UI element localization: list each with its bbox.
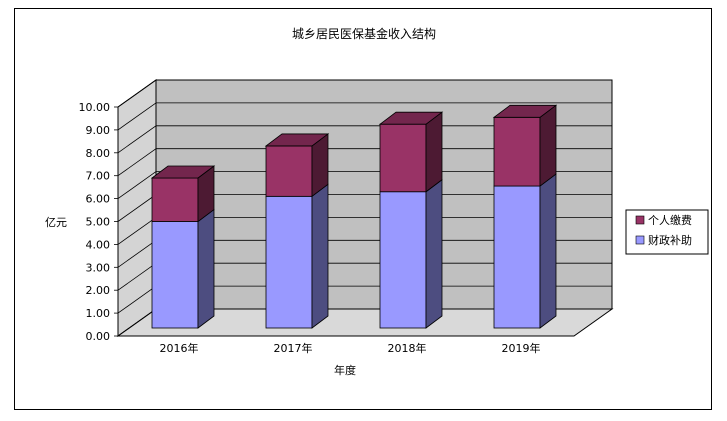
- y-tick-label: 0.00: [86, 330, 111, 343]
- bar-front: [493, 185, 541, 329]
- bar-front: [151, 221, 199, 329]
- bar-front: [151, 177, 199, 222]
- gridline-side: [117, 79, 157, 108]
- y-axis-label: 亿元: [45, 216, 67, 229]
- gridline-side: [117, 125, 157, 154]
- bar-front: [265, 195, 313, 329]
- x-axis-label: 年度: [334, 363, 356, 377]
- bar-side: [197, 208, 215, 329]
- gridline-side: [117, 102, 157, 131]
- bar-front: [379, 123, 427, 193]
- chart-title: 城乡居民医保基金收入结构: [292, 26, 436, 41]
- x-axis-ticks: 2016年 2017年 2018年 2019年: [160, 341, 541, 355]
- bar-side: [539, 173, 557, 329]
- bar-segment: [378, 111, 444, 193]
- bar-segment: [379, 178, 443, 329]
- y-tick-label: 1.00: [86, 307, 111, 320]
- bar-segment: [264, 133, 330, 198]
- bar-segment: [151, 208, 215, 329]
- bar-top: [492, 104, 558, 118]
- gridline-side: [117, 239, 157, 268]
- gridline-side: [117, 194, 157, 222]
- legend-label-personal: 个人缴费: [648, 213, 692, 227]
- gridline-side: [117, 171, 157, 199]
- gridline-side: [117, 148, 157, 177]
- legend: 个人缴费 财政补助: [625, 209, 709, 255]
- y-tick-label: 7.00: [86, 170, 111, 183]
- legend-swatch-subsidy: [635, 235, 645, 245]
- gridline-side: [117, 262, 157, 291]
- bar-segment: [492, 104, 558, 187]
- bar-top: [150, 165, 216, 179]
- bar-front: [379, 191, 427, 329]
- gridline-side: [117, 285, 157, 314]
- gridline-side: [117, 217, 157, 245]
- x-tick-label: 2018年: [388, 341, 427, 355]
- bar-segment: [493, 173, 557, 329]
- y-tick-label: 10.00: [79, 101, 111, 114]
- legend-label-subsidy: 财政补助: [648, 233, 692, 247]
- bar-segment: [150, 165, 216, 223]
- y-tick-label: 4.00: [86, 238, 111, 251]
- bar-top: [378, 111, 444, 125]
- legend-swatch-personal: [635, 215, 645, 225]
- bar-segment: [265, 183, 329, 329]
- bar-side: [425, 111, 443, 193]
- y-tick-label: 6.00: [86, 193, 111, 206]
- bar-front: [493, 116, 541, 187]
- bar-front: [265, 145, 313, 197]
- bar-side: [539, 104, 557, 187]
- y-tick-label: 5.00: [86, 216, 111, 229]
- bar-top: [264, 133, 330, 147]
- bar-side: [425, 178, 443, 329]
- y-tick-label: 8.00: [86, 147, 111, 160]
- y-tick-label: 2.00: [86, 284, 111, 297]
- gridline-side: [117, 308, 157, 337]
- y-tick-label: 9.00: [86, 124, 111, 137]
- x-tick-label: 2017年: [274, 341, 313, 355]
- bar-side: [311, 183, 329, 329]
- bars: [150, 104, 558, 329]
- y-tick-label: 3.00: [86, 261, 111, 274]
- x-tick-label: 2019年: [502, 341, 541, 355]
- x-tick-label: 2016年: [160, 341, 199, 355]
- y-axis-ticks: 0.00 1.00 2.00 3.00 4.00 5.00 6.00 7.00 8.00 9.00…: [79, 101, 119, 343]
